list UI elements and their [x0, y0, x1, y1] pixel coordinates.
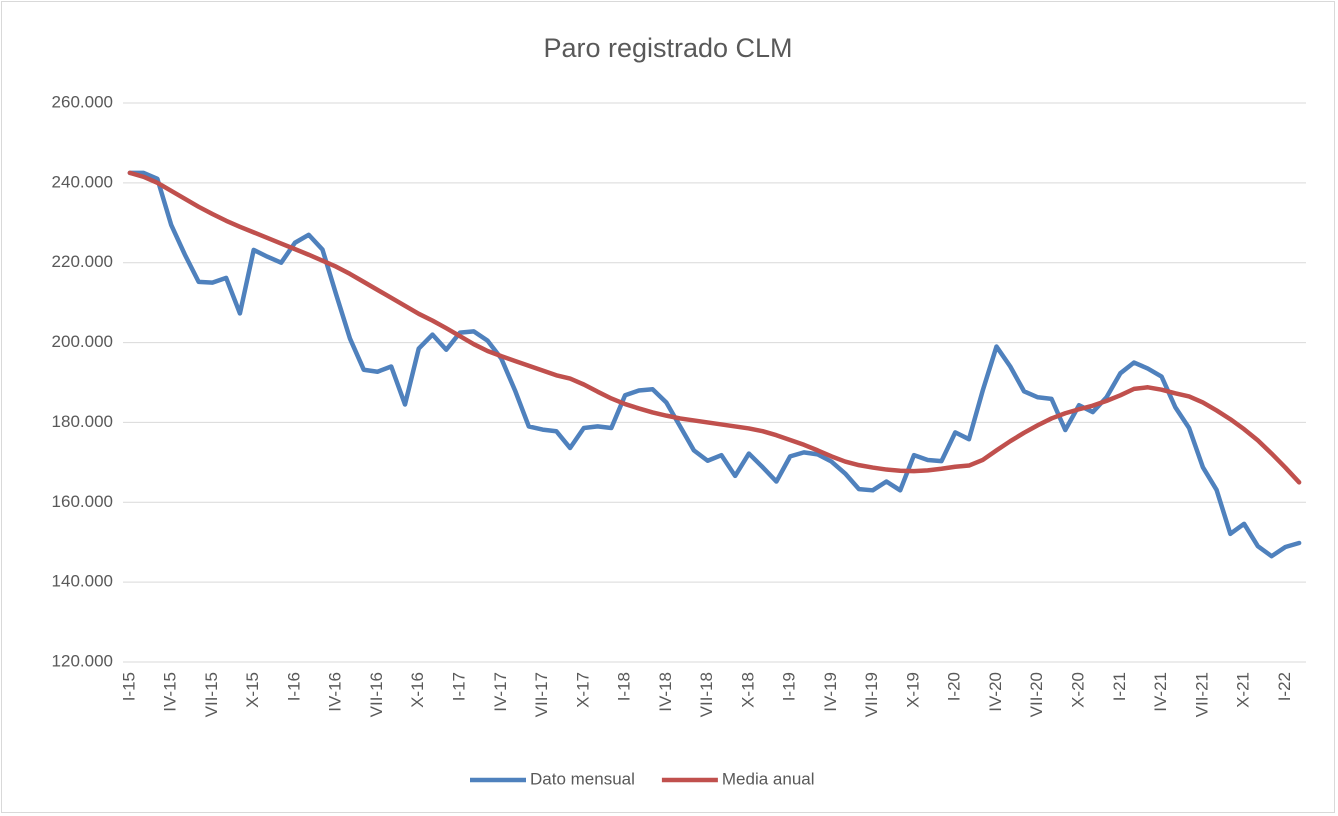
x-tick-label: X-21 [1234, 672, 1253, 708]
x-tick-label: VII-20 [1027, 672, 1046, 717]
x-tick-label: I-16 [284, 672, 303, 701]
legend-label: Dato mensual [530, 769, 635, 788]
x-tick-label: X-19 [903, 672, 922, 708]
x-tick-label: I-20 [945, 672, 964, 701]
y-tick-label: 220.000 [52, 252, 113, 271]
x-tick-label: I-21 [1110, 672, 1129, 701]
y-tick-label: 180.000 [52, 412, 113, 431]
x-tick-label: IV-21 [1151, 672, 1170, 712]
x-tick-label: X-15 [243, 672, 262, 708]
x-tick-label: I-22 [1275, 672, 1294, 701]
x-tick-label: X-16 [408, 672, 427, 708]
chart-title: Paro registrado CLM [543, 33, 792, 63]
y-tick-label: 160.000 [52, 492, 113, 511]
x-tick-label: VII-18 [697, 672, 716, 717]
y-tick-label: 120.000 [52, 651, 113, 670]
x-tick-label: VII-15 [202, 672, 221, 717]
x-tick-label: IV-16 [326, 672, 345, 712]
x-tick-label: IV-19 [821, 672, 840, 712]
x-tick-label: I-17 [450, 672, 469, 701]
x-tick-label: I-18 [615, 672, 634, 701]
x-tick-label: I-19 [780, 672, 799, 701]
x-tick-label: IV-18 [656, 672, 675, 712]
x-tick-label: X-17 [573, 672, 592, 708]
y-tick-label: 140.000 [52, 572, 113, 591]
x-tick-label: IV-15 [161, 672, 180, 712]
x-tick-label: X-20 [1069, 672, 1088, 708]
x-tick-label: VII-21 [1192, 672, 1211, 717]
y-tick-label: 260.000 [52, 92, 113, 111]
x-tick-label: IV-20 [986, 672, 1005, 712]
x-tick-label: IV-17 [491, 672, 510, 712]
x-tick-label: X-18 [738, 672, 757, 708]
y-tick-label: 200.000 [52, 332, 113, 351]
x-tick-label: VII-19 [862, 672, 881, 717]
legend-label: Media anual [722, 769, 815, 788]
x-tick-label: VII-17 [532, 672, 551, 717]
x-tick-label: I-15 [119, 672, 138, 701]
x-tick-label: VII-16 [367, 672, 386, 717]
series-line [127, 170, 1302, 485]
y-tick-label: 240.000 [52, 172, 113, 191]
